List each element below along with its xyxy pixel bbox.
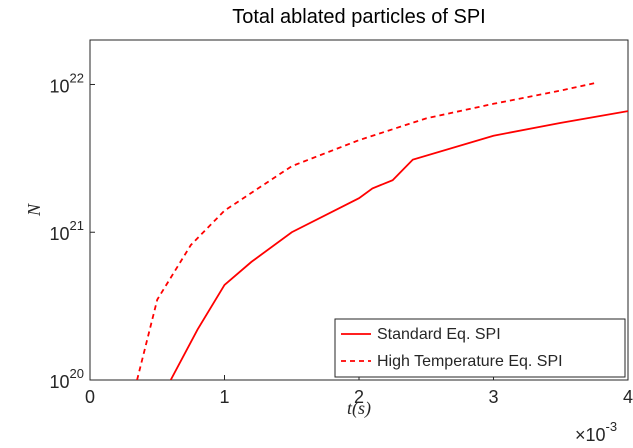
plot-frame [89,39,629,381]
y-tick-label: 1021 [50,219,85,244]
x-tick-label: 3 [488,387,498,407]
legend-label: High Temperature Eq. SPI [377,353,563,370]
x-axis-label: t(s) [347,398,371,419]
series-line [169,110,628,380]
chart-title: Total ablated particles of SPI [232,6,485,28]
x-multiplier: ×10-3 [575,419,617,444]
legend-label: Standard Eq. SPI [377,326,501,343]
x-tick-label: 2 [354,387,364,407]
x-tick-label: 4 [623,387,633,407]
legend-box [334,318,626,378]
y-tick-label: 1020 [50,366,85,391]
x-tick-label: 0 [85,387,95,407]
y-tick-label: 1022 [50,71,85,96]
x-tick-label: 1 [219,387,229,407]
y-axis-label: N [24,203,44,217]
